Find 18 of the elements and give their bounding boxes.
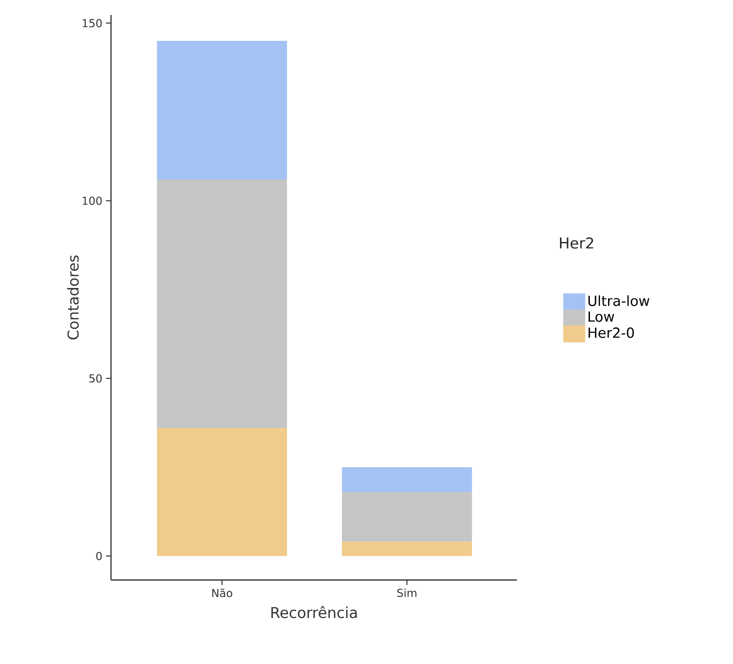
bar xyxy=(156,428,287,556)
y-tick-label: 150 xyxy=(82,19,102,28)
bar xyxy=(342,467,472,492)
legend-label: Low xyxy=(588,312,614,322)
y-tick-label: 50 xyxy=(89,374,102,383)
x-tick-label: Sim xyxy=(397,588,416,597)
legend-label: Ultra-low xyxy=(588,295,650,306)
bar xyxy=(156,179,287,428)
bar xyxy=(342,492,472,542)
y-tick-label: 100 xyxy=(82,196,102,205)
bar xyxy=(156,40,287,180)
bar xyxy=(342,542,472,556)
legend-title: Her2 xyxy=(560,237,594,249)
y-axis-title: Contadores xyxy=(67,255,79,340)
x-tick-label: Não xyxy=(212,588,232,598)
legend-label: Her2-0 xyxy=(588,327,634,338)
x-axis-title: Recorrência xyxy=(271,606,357,618)
y-tick-label: 0 xyxy=(96,552,102,560)
